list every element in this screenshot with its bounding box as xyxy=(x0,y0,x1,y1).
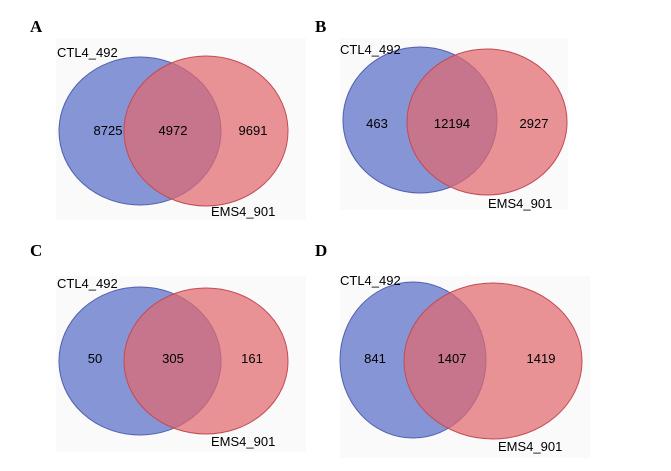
venn-panel-b: B CTL4_492 EMS4_901 463 12194 2927 xyxy=(315,17,568,211)
count-only-a: 50 xyxy=(88,351,102,366)
count-both: 1407 xyxy=(438,351,467,366)
count-both: 12194 xyxy=(434,116,470,131)
panel-label: C xyxy=(30,241,42,260)
panel-label: B xyxy=(315,17,326,36)
count-only-a: 8725 xyxy=(94,123,123,138)
set-b-circle xyxy=(403,282,583,440)
set-b-circle xyxy=(123,287,289,435)
count-both: 305 xyxy=(162,351,184,366)
set-b-label: EMS4_901 xyxy=(211,434,275,449)
venn-panel-d: D CTL4_492 EMS4_901 841 1407 1419 xyxy=(315,241,590,458)
set-a-label: CTL4_492 xyxy=(340,273,401,288)
set-b-label: EMS4_901 xyxy=(211,204,275,219)
count-only-b: 9691 xyxy=(239,123,268,138)
panel-label: A xyxy=(30,17,43,36)
venn-panel-c: C CTL4_492 EMS4_901 50 305 161 xyxy=(30,241,306,452)
count-only-a: 841 xyxy=(364,351,386,366)
count-only-b: 1419 xyxy=(527,351,556,366)
venn-panel-a: A CTL4_492 EMS4_901 8725 4972 9691 xyxy=(30,17,306,220)
panel-label: D xyxy=(315,241,327,260)
set-b-label: EMS4_901 xyxy=(498,439,562,454)
set-b-circle xyxy=(123,55,289,207)
count-both: 4972 xyxy=(159,123,188,138)
set-a-label: CTL4_492 xyxy=(57,45,118,60)
set-b-circle xyxy=(406,48,568,196)
count-only-b: 161 xyxy=(241,351,263,366)
set-a-label: CTL4_492 xyxy=(57,276,118,291)
count-only-a: 463 xyxy=(366,116,388,131)
set-a-label: CTL4_492 xyxy=(340,42,401,57)
set-b-label: EMS4_901 xyxy=(488,196,552,211)
count-only-b: 2927 xyxy=(520,116,549,131)
